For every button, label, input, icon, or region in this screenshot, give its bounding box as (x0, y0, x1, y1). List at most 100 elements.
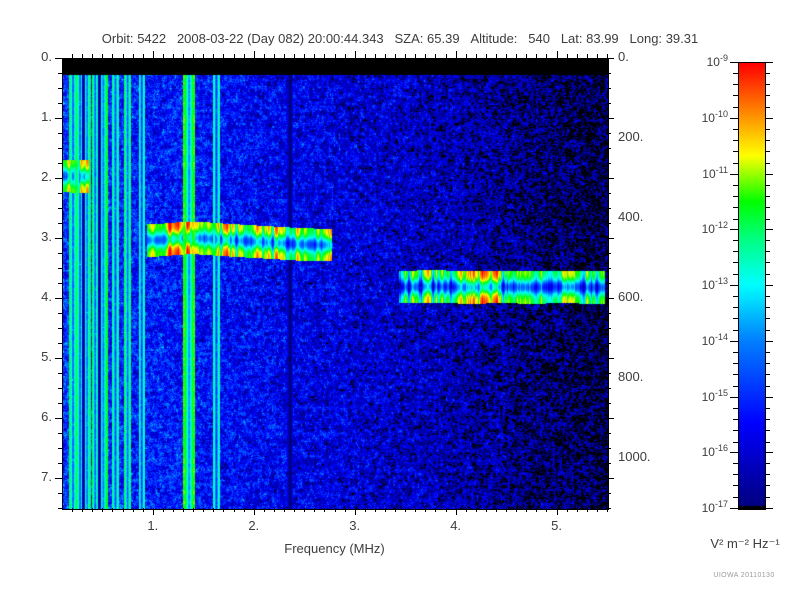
axis-tick (58, 373, 62, 374)
axis-tick (607, 478, 614, 479)
colorbar-tick (765, 397, 773, 398)
colorbar-tick-label: 10-15 (701, 388, 728, 404)
colorbar-minor-tick (733, 485, 738, 486)
axis-tick (607, 58, 614, 59)
axis-tick (153, 51, 154, 58)
spectrogram-plot-area (62, 58, 609, 510)
axis-tick (173, 508, 174, 512)
axis-tick (58, 268, 62, 269)
altitude-label: Altitude: (470, 31, 518, 46)
orbit-label: Orbit: (101, 31, 134, 46)
axis-tick (58, 103, 62, 104)
axis-tick (466, 508, 467, 512)
axis-tick (143, 54, 144, 58)
colorbar-minor-tick (765, 463, 770, 464)
left-tick-label: 5. (41, 349, 52, 364)
axis-tick (133, 508, 134, 512)
axis-tick (476, 508, 477, 512)
colorbar-minor-tick (733, 386, 738, 387)
axis-tick (607, 388, 611, 389)
axis-tick (82, 54, 83, 58)
axis-tick (607, 193, 611, 194)
colorbar-tick-label: 10-9 (706, 53, 728, 69)
long-label: Long: (629, 31, 663, 46)
colorbar-minor-tick (733, 296, 738, 297)
axis-tick (476, 54, 477, 58)
colorbar-minor-tick (733, 84, 738, 85)
axis-tick (153, 508, 154, 515)
colorbar-minor-tick (733, 363, 738, 364)
colorbar-tick-label: 10-16 (701, 443, 728, 459)
axis-tick (92, 508, 93, 512)
colorbar-tick-label: 10-17 (701, 499, 728, 515)
axis-tick (607, 238, 614, 239)
axis-tick (58, 208, 62, 209)
right-tick-label: 200. (618, 129, 644, 144)
axis-tick (607, 463, 611, 464)
colorbar-tick (730, 341, 738, 342)
axis-tick (314, 508, 315, 512)
axis-tick (607, 448, 611, 449)
axis-tick (607, 418, 614, 419)
axis-tick (173, 54, 174, 58)
sza-value: 65.39 (427, 31, 460, 46)
colorbar-minor-tick (733, 95, 738, 96)
axis-tick (203, 54, 204, 58)
axis-tick (567, 54, 568, 58)
axis-tick (557, 51, 558, 58)
header-info: Orbit: 5422 2008-03-22 (Day 082) 20:00:4… (0, 31, 800, 46)
colorbar-minor-tick (765, 185, 770, 186)
axis-tick (58, 223, 62, 224)
colorbar-minor-tick (733, 196, 738, 197)
axis-tick (466, 54, 467, 58)
axis-tick (385, 54, 386, 58)
axis-tick (536, 508, 537, 512)
axis-tick (597, 54, 598, 58)
axis-tick (567, 508, 568, 512)
colorbar-minor-tick (765, 219, 770, 220)
axis-tick (112, 54, 113, 58)
colorbar-minor-tick (765, 318, 770, 319)
axis-tick (365, 54, 366, 58)
colorbar-minor-tick (733, 129, 738, 130)
axis-tick (123, 54, 124, 58)
axis-tick (587, 54, 588, 58)
axis-tick (516, 508, 517, 512)
colorbar-minor-tick (765, 419, 770, 420)
axis-tick (607, 253, 611, 254)
axis-tick (607, 73, 611, 74)
axis-tick (58, 73, 62, 74)
axis-tick (526, 54, 527, 58)
colorbar-minor-tick (733, 73, 738, 74)
colorbar-unit-label: V² m⁻² Hz⁻¹ (710, 536, 780, 551)
axis-tick (234, 54, 235, 58)
axis-tick (133, 54, 134, 58)
axis-tick (546, 54, 547, 58)
axis-tick (55, 478, 62, 479)
colorbar-tick (765, 62, 773, 63)
colorbar-minor-tick (733, 140, 738, 141)
axis-tick (58, 403, 62, 404)
axis-tick (55, 238, 62, 239)
axis-tick (58, 133, 62, 134)
colorbar-minor-tick (733, 419, 738, 420)
axis-tick (58, 148, 62, 149)
axis-tick (415, 508, 416, 512)
colorbar-minor-tick (765, 352, 770, 353)
colorbar-minor-tick (765, 207, 770, 208)
axis-tick (355, 51, 356, 58)
axis-tick (486, 508, 487, 512)
axis-tick (425, 508, 426, 512)
colorbar-minor-tick (765, 485, 770, 486)
colorbar (738, 62, 766, 510)
colorbar-minor-tick (765, 151, 770, 152)
axis-tick (486, 54, 487, 58)
axis-tick (294, 508, 295, 512)
axis-tick (405, 54, 406, 58)
left-tick-label: 0. (41, 49, 52, 64)
axis-tick (607, 493, 611, 494)
axis-tick (264, 54, 265, 58)
axis-tick (375, 508, 376, 512)
axis-tick (607, 163, 611, 164)
